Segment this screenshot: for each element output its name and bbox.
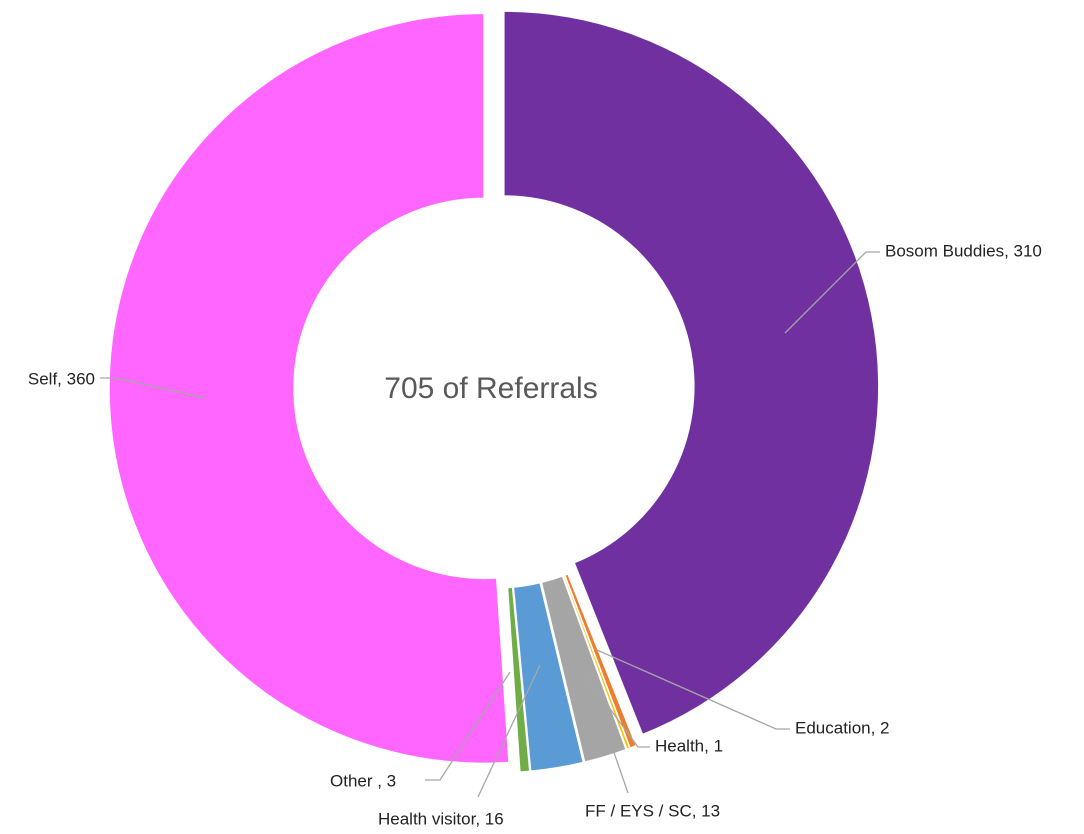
leader-line	[574, 639, 629, 794]
leader-line	[100, 377, 206, 399]
slice	[506, 586, 531, 773]
slice	[540, 574, 628, 764]
data-label: Bosom Buddies, 310	[885, 241, 1042, 260]
data-label: Self, 360	[28, 369, 95, 388]
data-label: Education, 2	[795, 718, 890, 737]
data-label: Health visitor, 16	[378, 809, 504, 828]
leader-line	[582, 671, 650, 748]
leader-line	[596, 649, 790, 730]
leader-line	[784, 251, 880, 334]
labels: Bosom Buddies, 310 Education, 2 Health, 1 F…	[28, 241, 1042, 828]
data-label: Health, 1	[655, 736, 723, 755]
slice	[108, 12, 510, 765]
slice	[503, 10, 880, 736]
leader-line	[477, 664, 541, 798]
data-label: FF / EYS / SC, 13	[585, 801, 720, 820]
data-label: Other , 3	[330, 771, 396, 790]
center-label: 705 of Referrals	[384, 372, 597, 405]
slices	[108, 10, 880, 773]
slice	[512, 581, 585, 773]
leader-line	[425, 671, 511, 781]
